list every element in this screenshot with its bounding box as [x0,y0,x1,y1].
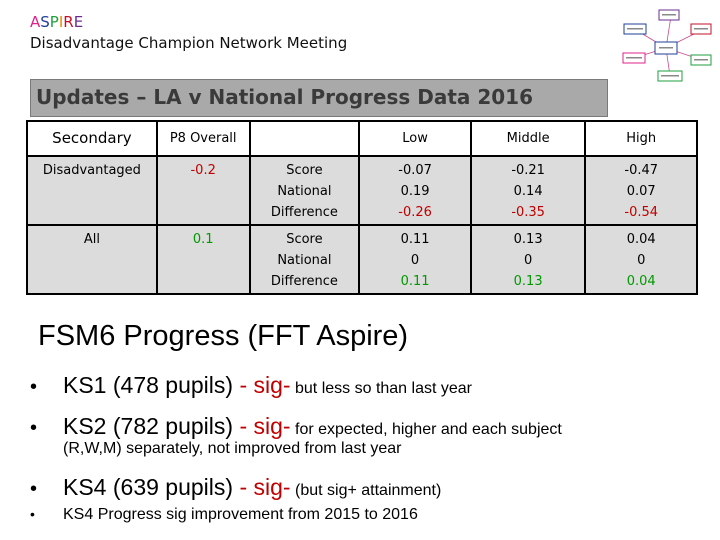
table-row: Disadvantaged -0.2 Score National Differ… [26,155,698,226]
bullet-icon: • [30,506,35,522]
measure-labels: Score National Difference [248,155,361,226]
progress-table: Secondary P8 Overall Low Middle High Dis… [26,120,698,295]
low-values: 0.11 0 0.11 [358,224,472,295]
bullet-ks4-progress: • KS4 Progress sig improvement from 2015 … [30,506,418,524]
bullet-note: (but sig+ attainment) [290,482,442,499]
row-group: All [26,224,158,295]
score-value: -0.47 [624,163,659,178]
difference-value: -0.54 [624,205,659,220]
national-value: 0 [523,253,533,268]
score-value: -0.21 [511,163,545,178]
bullet-ks1: • KS1 (478 pupils) - sig- but less so tha… [30,372,472,399]
difference-value: 0.13 [513,274,543,289]
national-value: 0.14 [513,184,543,199]
bullet-icon: • [30,417,38,439]
bullet-main: KS4 (639 pupils) [63,474,240,500]
section-title: FSM6 Progress (FFT Aspire) [38,320,409,352]
bullet-text: KS4 Progress sig improvement from 2015 t… [63,506,418,523]
score-value: 0.13 [513,232,543,247]
brand-letter: E [73,13,84,31]
measure-label: Difference [270,274,338,289]
header-secondary: Secondary [26,120,158,157]
low-values: -0.07 0.19 -0.26 [358,155,472,226]
p8-value: 0.1 [155,224,251,295]
brand-letter: A [30,13,41,31]
measure-label: National [277,184,332,199]
header-middle: Middle [469,120,587,157]
national-value: 0 [410,253,420,268]
bullet-note: for expected, higher and each subject [290,421,562,438]
brand-letter: P [49,13,59,31]
title-banner: Updates – LA v National Progress Data 20… [30,79,608,117]
header-p8-overall: P8 Overall [155,120,251,157]
p8-value: -0.2 [155,155,251,226]
banner-title: Updates – LA v National Progress Data 20… [36,85,534,109]
difference-value: 0.04 [626,274,656,289]
bullet-ks2-continuation: (R,W,M) separately, not improved from la… [63,440,402,457]
table-header-row: Secondary P8 Overall Low Middle High [26,120,698,157]
bullet-sig: - sig- [239,413,291,439]
brand-letter: I [58,13,64,31]
score-value: -0.07 [398,163,432,178]
measure-labels: Score National Difference [248,224,361,295]
brand-letter: R [63,13,74,31]
header-measure [248,120,361,157]
measure-label: National [277,253,332,268]
header-high: High [584,120,698,157]
measure-label: Difference [270,205,338,220]
middle-values: -0.21 0.14 -0.35 [469,155,587,226]
bullet-icon: • [30,376,38,398]
high-values: -0.47 0.07 -0.54 [584,155,698,226]
brand-letter: S [40,13,50,31]
header-low: Low [358,120,472,157]
high-values: 0.04 0 0.04 [584,224,698,295]
score-value: 0.11 [400,232,430,247]
header: ASPIRE Disadvantage Champion Network Mee… [30,12,347,54]
bullet-ks2: • KS2 (782 pupils) - sig- for expected, h… [30,413,562,440]
meeting-subtitle: Disadvantage Champion Network Meeting [30,34,348,52]
bullet-ks4: • KS4 (639 pupils) - sig- (but sig+ attai… [30,474,441,501]
measure-label: Score [286,232,323,247]
bullet-sig: - sig- [239,372,291,398]
row-group: Disadvantaged [26,155,158,226]
bullet-sig: - sig- [239,474,291,500]
national-value: 0 [637,253,646,268]
difference-value: 0.11 [400,274,430,289]
bullet-icon: • [30,478,38,500]
difference-value: -0.35 [511,205,545,220]
middle-values: 0.13 0 0.13 [469,224,587,295]
measure-label: Score [286,163,323,178]
bullet-main: KS1 (478 pupils) [63,372,240,398]
bullet-note: but less so than last year [290,380,472,397]
national-value: 0.07 [626,184,656,199]
network-diagram-thumbnail [622,9,712,82]
bullet-main: KS2 (782 pupils) [63,413,240,439]
national-value: 0.19 [400,184,430,199]
brand-logo-text: ASPIRE [30,12,347,33]
difference-value: -0.26 [398,205,432,220]
table-row: All 0.1 Score National Difference 0.11 0… [26,224,698,295]
score-value: 0.04 [626,232,656,247]
